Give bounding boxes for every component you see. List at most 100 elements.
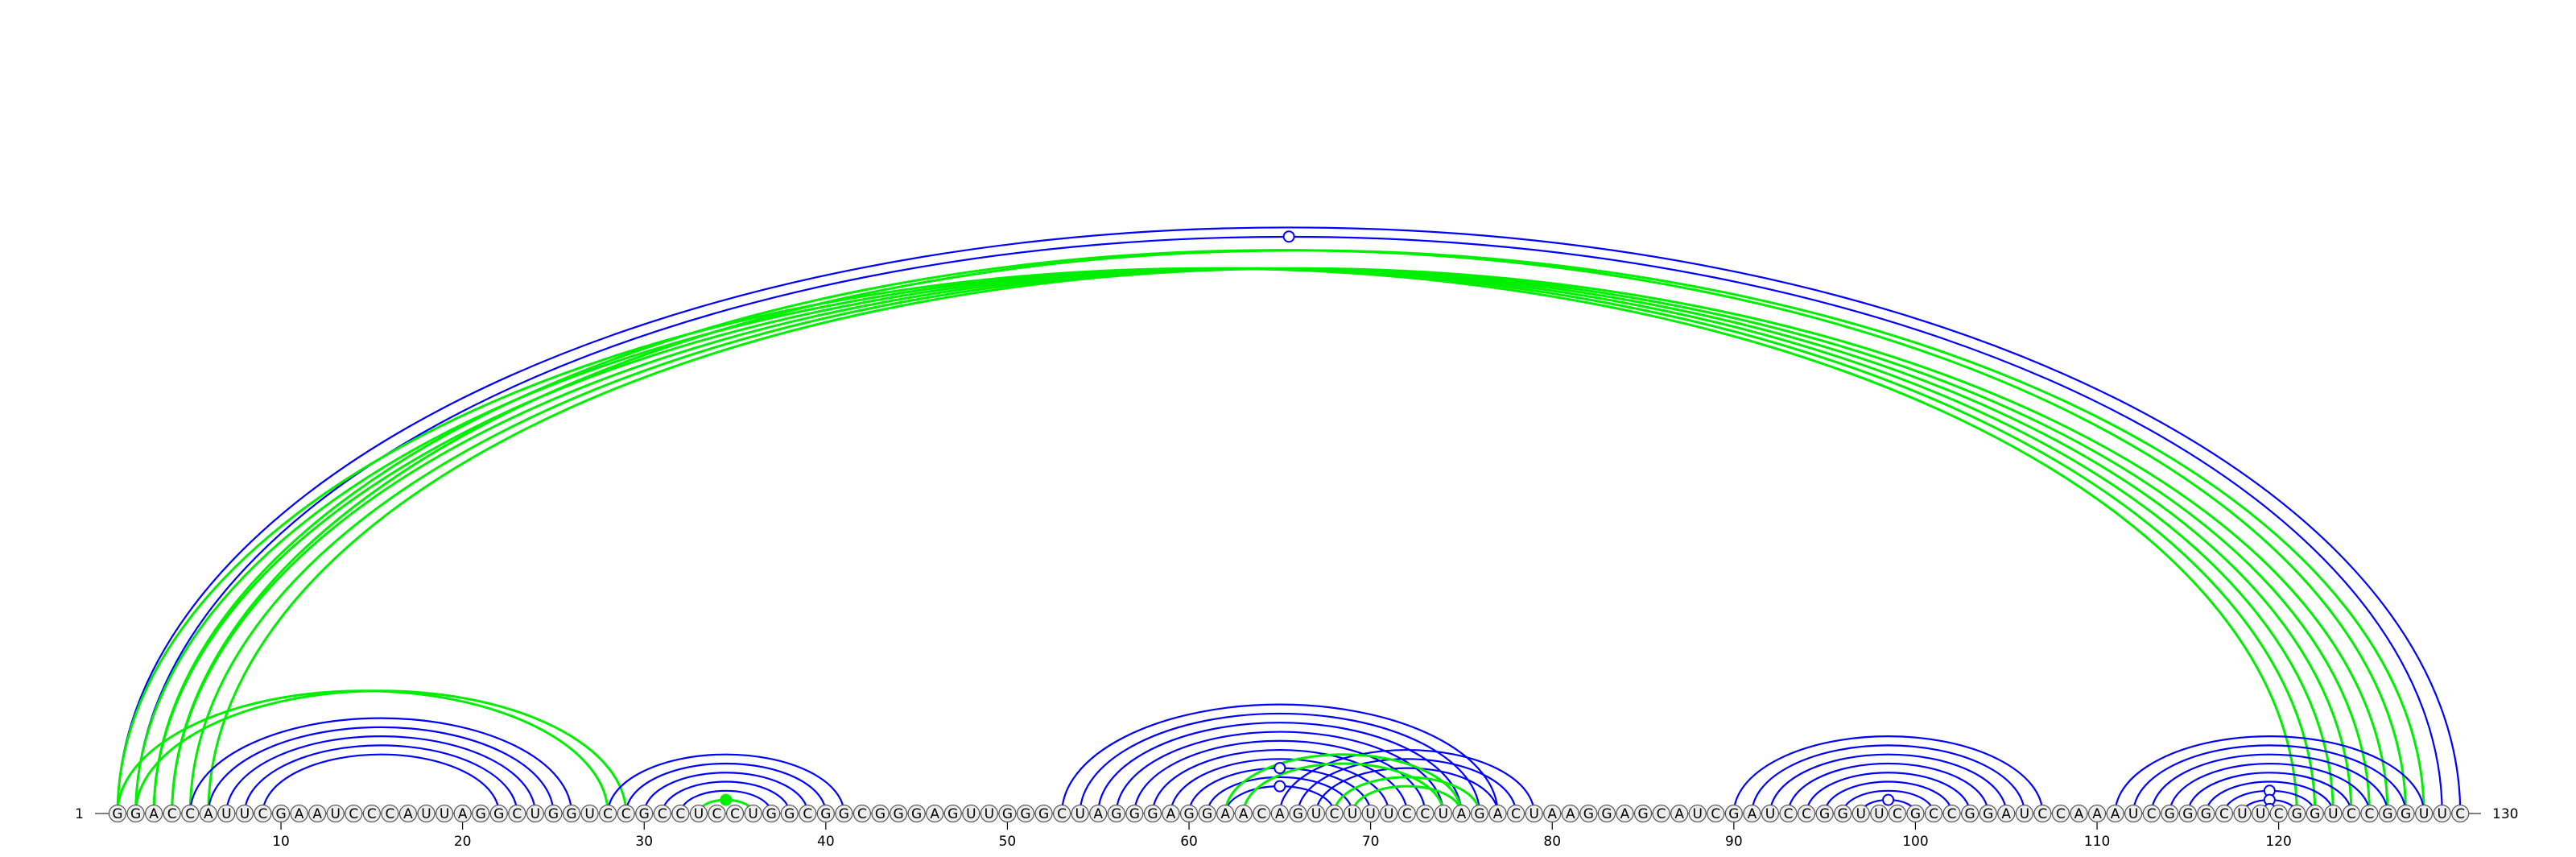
nucleotide-circle <box>1579 804 1598 823</box>
nucleotide-label: G <box>112 806 122 822</box>
nucleotide-label: C <box>712 806 722 822</box>
nucleotide: G <box>998 804 1017 823</box>
nucleotide-circle <box>2251 804 2270 823</box>
nucleotide: U <box>1343 804 1362 823</box>
nucleotide: A <box>453 804 472 823</box>
nucleotide-circle <box>217 804 236 823</box>
nucleotide-label: G <box>493 806 504 822</box>
nucleotide: U <box>2433 804 2451 823</box>
nucleotide: G <box>943 804 962 823</box>
nucleotide-label: C <box>857 806 867 822</box>
nucleotide-label: C <box>1784 806 1794 822</box>
nucleotide-label: U <box>2328 806 2338 822</box>
tick-label: 30 <box>635 834 653 850</box>
tick-label: 60 <box>1180 834 1198 850</box>
nucleotide: G <box>1979 804 1997 823</box>
nucleotide-circle <box>2396 804 2415 823</box>
nucleotide-circle <box>1779 804 1798 823</box>
tick-label: 40 <box>817 834 835 850</box>
nucleotide: C <box>1797 804 1816 823</box>
nucleotide: G <box>1125 804 1144 823</box>
nucleotide-circle <box>2342 804 2360 823</box>
nucleotide: U <box>526 804 544 823</box>
nucleotide-circle <box>1125 804 1144 823</box>
nucleotide-label: C <box>675 806 685 822</box>
nucleotide: A <box>308 804 327 823</box>
nucleotide: G <box>889 804 908 823</box>
nucleotide: U <box>580 804 599 823</box>
nucleotide-label: C <box>621 806 631 822</box>
nucleotide: G <box>2161 804 2179 823</box>
nucleotide-circle <box>1270 804 1289 823</box>
nucleotide-label: A <box>2074 806 2084 822</box>
nucleotide-label: G <box>548 806 559 822</box>
nucleotide: A <box>1743 804 1761 823</box>
nucleotide-circle <box>1434 804 1452 823</box>
nucleotide-circle <box>1997 804 2016 823</box>
nucleotide-circle <box>290 804 308 823</box>
nucleotide: G <box>1961 804 1979 823</box>
nucleotide-circle <box>799 804 817 823</box>
nucleotide-label: G <box>1910 806 1921 822</box>
nucleotide: C <box>2342 804 2360 823</box>
nucleotide: U <box>435 804 454 823</box>
nucleotide-label: C <box>1330 806 1340 822</box>
base-pair-arc <box>1133 739 1426 814</box>
nucleotide: C <box>2051 804 2070 823</box>
nucleotide-label: C <box>2347 806 2356 822</box>
nucleotide: A <box>1997 804 2016 823</box>
nucleotide: C <box>2215 804 2234 823</box>
nucleotide-circle <box>453 804 472 823</box>
base-pair-arc <box>116 267 2298 814</box>
nucleotide-label: G <box>2401 806 2411 822</box>
nucleotide-circle <box>1924 804 1943 823</box>
nucleotide-label: U <box>530 806 540 822</box>
nucleotide-circle <box>2124 804 2143 823</box>
nucleotide-label: U <box>2020 806 2029 822</box>
nucleotide-label: U <box>2256 806 2265 822</box>
nucleotide: C <box>2269 804 2288 823</box>
nucleotide: G <box>2378 804 2397 823</box>
nucleotide-label: C <box>730 806 740 822</box>
nucleotide: G <box>1633 804 1653 823</box>
nucleotide-circle <box>1107 804 1125 823</box>
nucleotide-label: A <box>2001 806 2011 822</box>
nucleotide: A <box>1616 804 1634 823</box>
nucleotide: A <box>398 804 418 823</box>
nucleotide-label: G <box>875 806 886 822</box>
base-pair-arc <box>152 249 2408 814</box>
nucleotide-circle <box>2378 804 2397 823</box>
nucleotide: C <box>599 804 617 823</box>
nucleotide-circle <box>1870 804 1889 823</box>
nucleotide-circle <box>2306 804 2324 823</box>
nucleotide-circle <box>2087 804 2107 823</box>
nucleotide-label: C <box>1657 806 1666 822</box>
nucleotide-label: G <box>766 806 777 822</box>
nucleotide-label: U <box>221 806 231 822</box>
nucleotide: C <box>617 804 635 823</box>
nucleotide: A <box>1452 804 1471 823</box>
nucleotide-circle <box>435 804 454 823</box>
nucleotide-circle <box>1543 804 1562 823</box>
nucleotide-label: A <box>1220 806 1230 822</box>
nucleotide: C <box>1507 804 1525 823</box>
nucleotide-circle <box>671 804 690 823</box>
nucleotide-circle <box>1834 804 1852 823</box>
nucleotide-label: C <box>2147 806 2157 822</box>
nucleotide-circle <box>1888 804 1906 823</box>
nucleotide-circle <box>1470 804 1489 823</box>
nucleotide-label: A <box>403 806 413 822</box>
nucleotide-label: A <box>1093 806 1103 822</box>
base-pair-arc <box>225 735 536 814</box>
tick-label: 90 <box>1725 834 1743 850</box>
nucleotide-label: G <box>1583 806 1594 822</box>
nucleotide: G <box>1597 804 1616 823</box>
nucleotide-label: C <box>658 806 667 822</box>
nucleotide-circle <box>943 804 962 823</box>
nucleotide: A <box>1162 804 1180 823</box>
nucleotide-circle <box>2161 804 2179 823</box>
nucleotide-label: G <box>1020 806 1030 822</box>
base-pair-arc <box>1823 780 1953 814</box>
nucleotide-label: C <box>1511 806 1521 822</box>
nucleotide: U <box>235 804 254 823</box>
